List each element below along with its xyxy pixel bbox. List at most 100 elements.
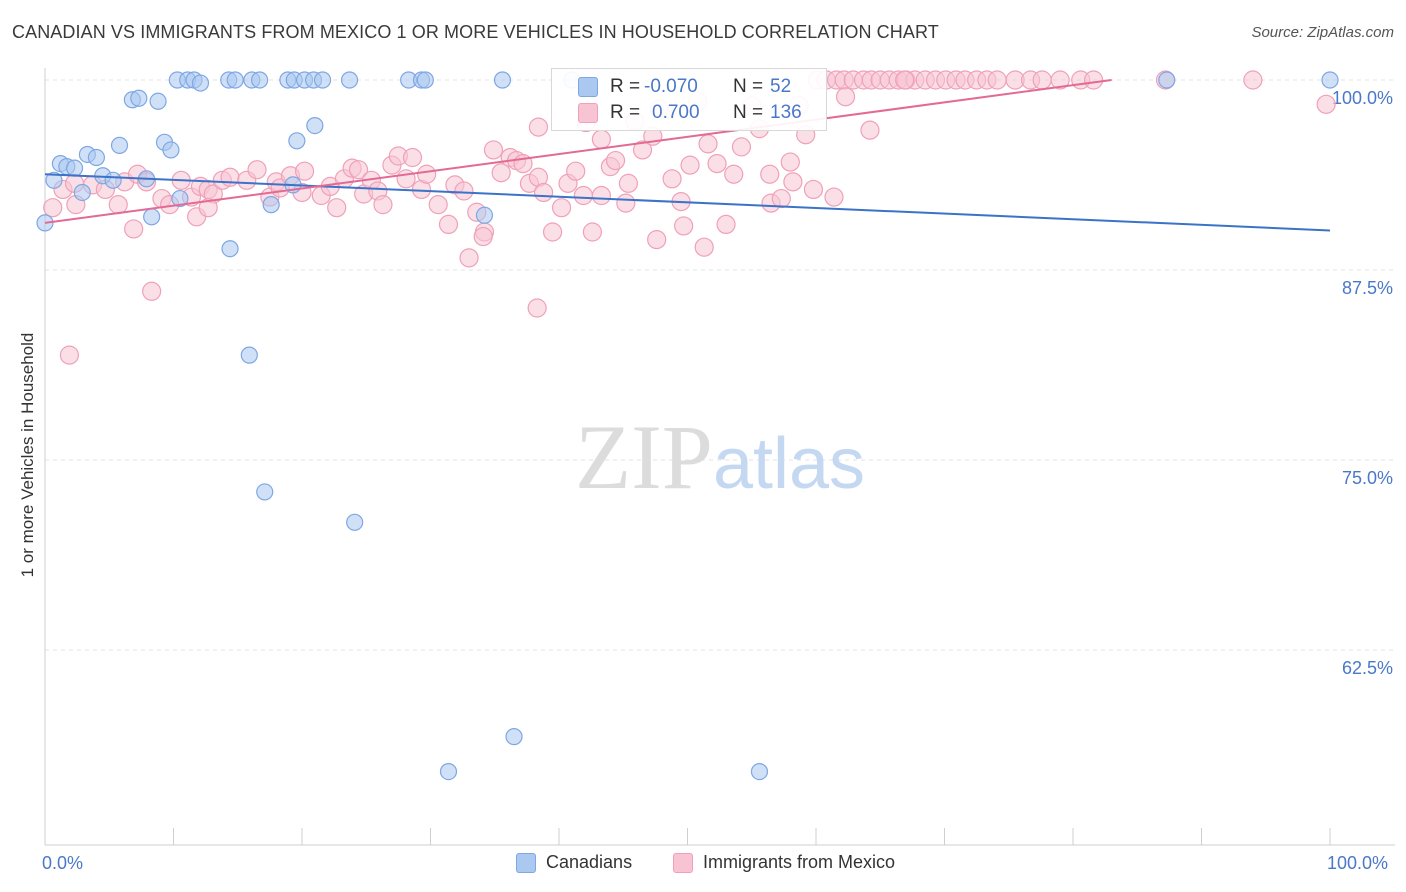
mexico-point-41 xyxy=(373,195,393,215)
r-label: R = xyxy=(610,76,641,97)
mexico-point-62 xyxy=(533,182,554,203)
mexico-n-value: 136 xyxy=(770,102,802,123)
canadians-point-37 xyxy=(306,116,324,135)
mexico-point-45 xyxy=(402,147,423,168)
legend-label-canadians: Canadians xyxy=(546,852,633,872)
canadians-point-25 xyxy=(221,240,239,258)
mexico-point-122 xyxy=(783,172,803,192)
mexico-point-135 xyxy=(528,117,549,137)
mexico-trend-line xyxy=(44,79,1112,224)
mexico-point-10 xyxy=(124,219,144,239)
canadians-point-26 xyxy=(240,346,258,364)
canadians-point-15 xyxy=(149,92,167,110)
canadians-point-14 xyxy=(143,208,161,226)
mexico-point-48 xyxy=(428,195,448,215)
canadians-point-47 xyxy=(505,728,523,746)
mexico-point-128 xyxy=(527,298,547,318)
mexico-point-69 xyxy=(591,129,612,149)
mexico-swatch xyxy=(578,103,598,123)
mexico-point-67 xyxy=(573,185,594,206)
mexico-point-52 xyxy=(459,248,479,268)
canadians-point-24 xyxy=(226,71,244,89)
source-label: Source: ZipAtlas.com xyxy=(1251,24,1394,41)
legend-item-mexico[interactable]: Immigrants from Mexico xyxy=(673,852,895,873)
mexico-point-129 xyxy=(591,185,612,206)
mexico-point-83 xyxy=(716,214,736,234)
canadians-point-28 xyxy=(250,71,269,89)
mexico-legend-swatch xyxy=(673,852,693,873)
canadians-point-9 xyxy=(104,171,122,189)
canadians-point-40 xyxy=(346,513,364,531)
mexico-point-126 xyxy=(860,120,880,140)
mexico-point-134 xyxy=(760,164,780,184)
canadians-point-18 xyxy=(171,189,189,208)
mexico-point-79 xyxy=(680,155,700,175)
mexico-point-49 xyxy=(438,214,459,234)
canadians-trend-line xyxy=(44,173,1331,232)
canadians-point-49 xyxy=(750,762,769,781)
axes xyxy=(44,68,1395,846)
mexico-point-68 xyxy=(582,222,603,242)
series-canadians xyxy=(36,71,1339,781)
mexico-point-6 xyxy=(108,195,128,215)
n-label: N = xyxy=(733,76,764,97)
mexico-point-25 xyxy=(247,160,267,180)
canadians-point-1 xyxy=(45,171,63,189)
mexico-point-64 xyxy=(551,198,572,218)
legend-row-canadians: R = -0.070 N = 52 xyxy=(552,74,826,100)
mexico-point-132 xyxy=(674,216,694,236)
mexico-point-112 xyxy=(987,70,1007,90)
mexico-point-51 xyxy=(454,181,474,201)
trend-lines xyxy=(44,79,1331,232)
r-label: R = xyxy=(610,102,641,123)
mexico-point-89 xyxy=(771,188,791,209)
canadians-point-17 xyxy=(162,141,180,159)
canadians-swatch xyxy=(578,77,598,97)
mexico-point-116 xyxy=(1050,70,1070,90)
mexico-point-85 xyxy=(731,137,752,157)
mexico-point-47 xyxy=(417,164,437,184)
canadians-n-value: 52 xyxy=(770,76,792,97)
mexico-point-74 xyxy=(632,140,653,160)
mexico-point-137 xyxy=(618,173,638,193)
canadians-point-51 xyxy=(1321,71,1339,89)
mexico-point-125 xyxy=(835,87,856,107)
canadians-point-44 xyxy=(439,762,458,781)
canadians-point-12 xyxy=(130,89,148,107)
mexico-point-66 xyxy=(566,161,586,181)
mexico-point-37 xyxy=(348,160,369,180)
correlation-legend: R = -0.070 N = 52 R = 0.700 N = 136 xyxy=(551,68,827,131)
canadians-point-29 xyxy=(262,196,280,214)
mexico-point-71 xyxy=(605,150,626,171)
mexico-point-84 xyxy=(724,164,744,184)
mexico-point-55 xyxy=(483,140,504,160)
mexico-point-34 xyxy=(327,198,347,218)
mexico-point-0 xyxy=(43,198,63,218)
mexico-point-123 xyxy=(803,179,824,200)
mexico-point-82 xyxy=(707,154,727,174)
legend-row-mexico: R = 0.700 N = 136 xyxy=(552,100,826,126)
canadians-point-43 xyxy=(416,71,434,89)
y-tick-label-3: 62.5% xyxy=(1342,658,1393,678)
canadians-point-39 xyxy=(340,71,359,89)
mexico-point-21 xyxy=(198,198,218,218)
chart-title: CANADIAN VS IMMIGRANTS FROM MEXICO 1 OR … xyxy=(12,22,939,42)
y-tick-label-2: 75.0% xyxy=(1342,468,1393,488)
canadians-point-34 xyxy=(288,132,306,150)
canadians-point-38 xyxy=(313,71,332,89)
mexico-point-12 xyxy=(59,345,80,365)
legend-item-canadians[interactable]: Canadians xyxy=(516,852,632,873)
mexico-point-115 xyxy=(1032,70,1052,90)
mexico-point-56 xyxy=(491,163,511,183)
y-tick-labels: 100.0% 87.5% 75.0% 62.5% xyxy=(1332,88,1393,678)
mexico-point-81 xyxy=(698,134,718,154)
canadians-point-10 xyxy=(110,136,129,154)
mexico-point-63 xyxy=(542,222,563,242)
series-legend: Canadians Immigrants from Mexico xyxy=(0,852,1406,876)
canadians-r-value: -0.070 xyxy=(644,76,698,97)
canadians-point-50 xyxy=(1158,71,1176,89)
mexico-point-77 xyxy=(662,169,682,189)
mexico-point-90 xyxy=(780,152,800,172)
watermark: ZIPatlas xyxy=(575,406,865,508)
